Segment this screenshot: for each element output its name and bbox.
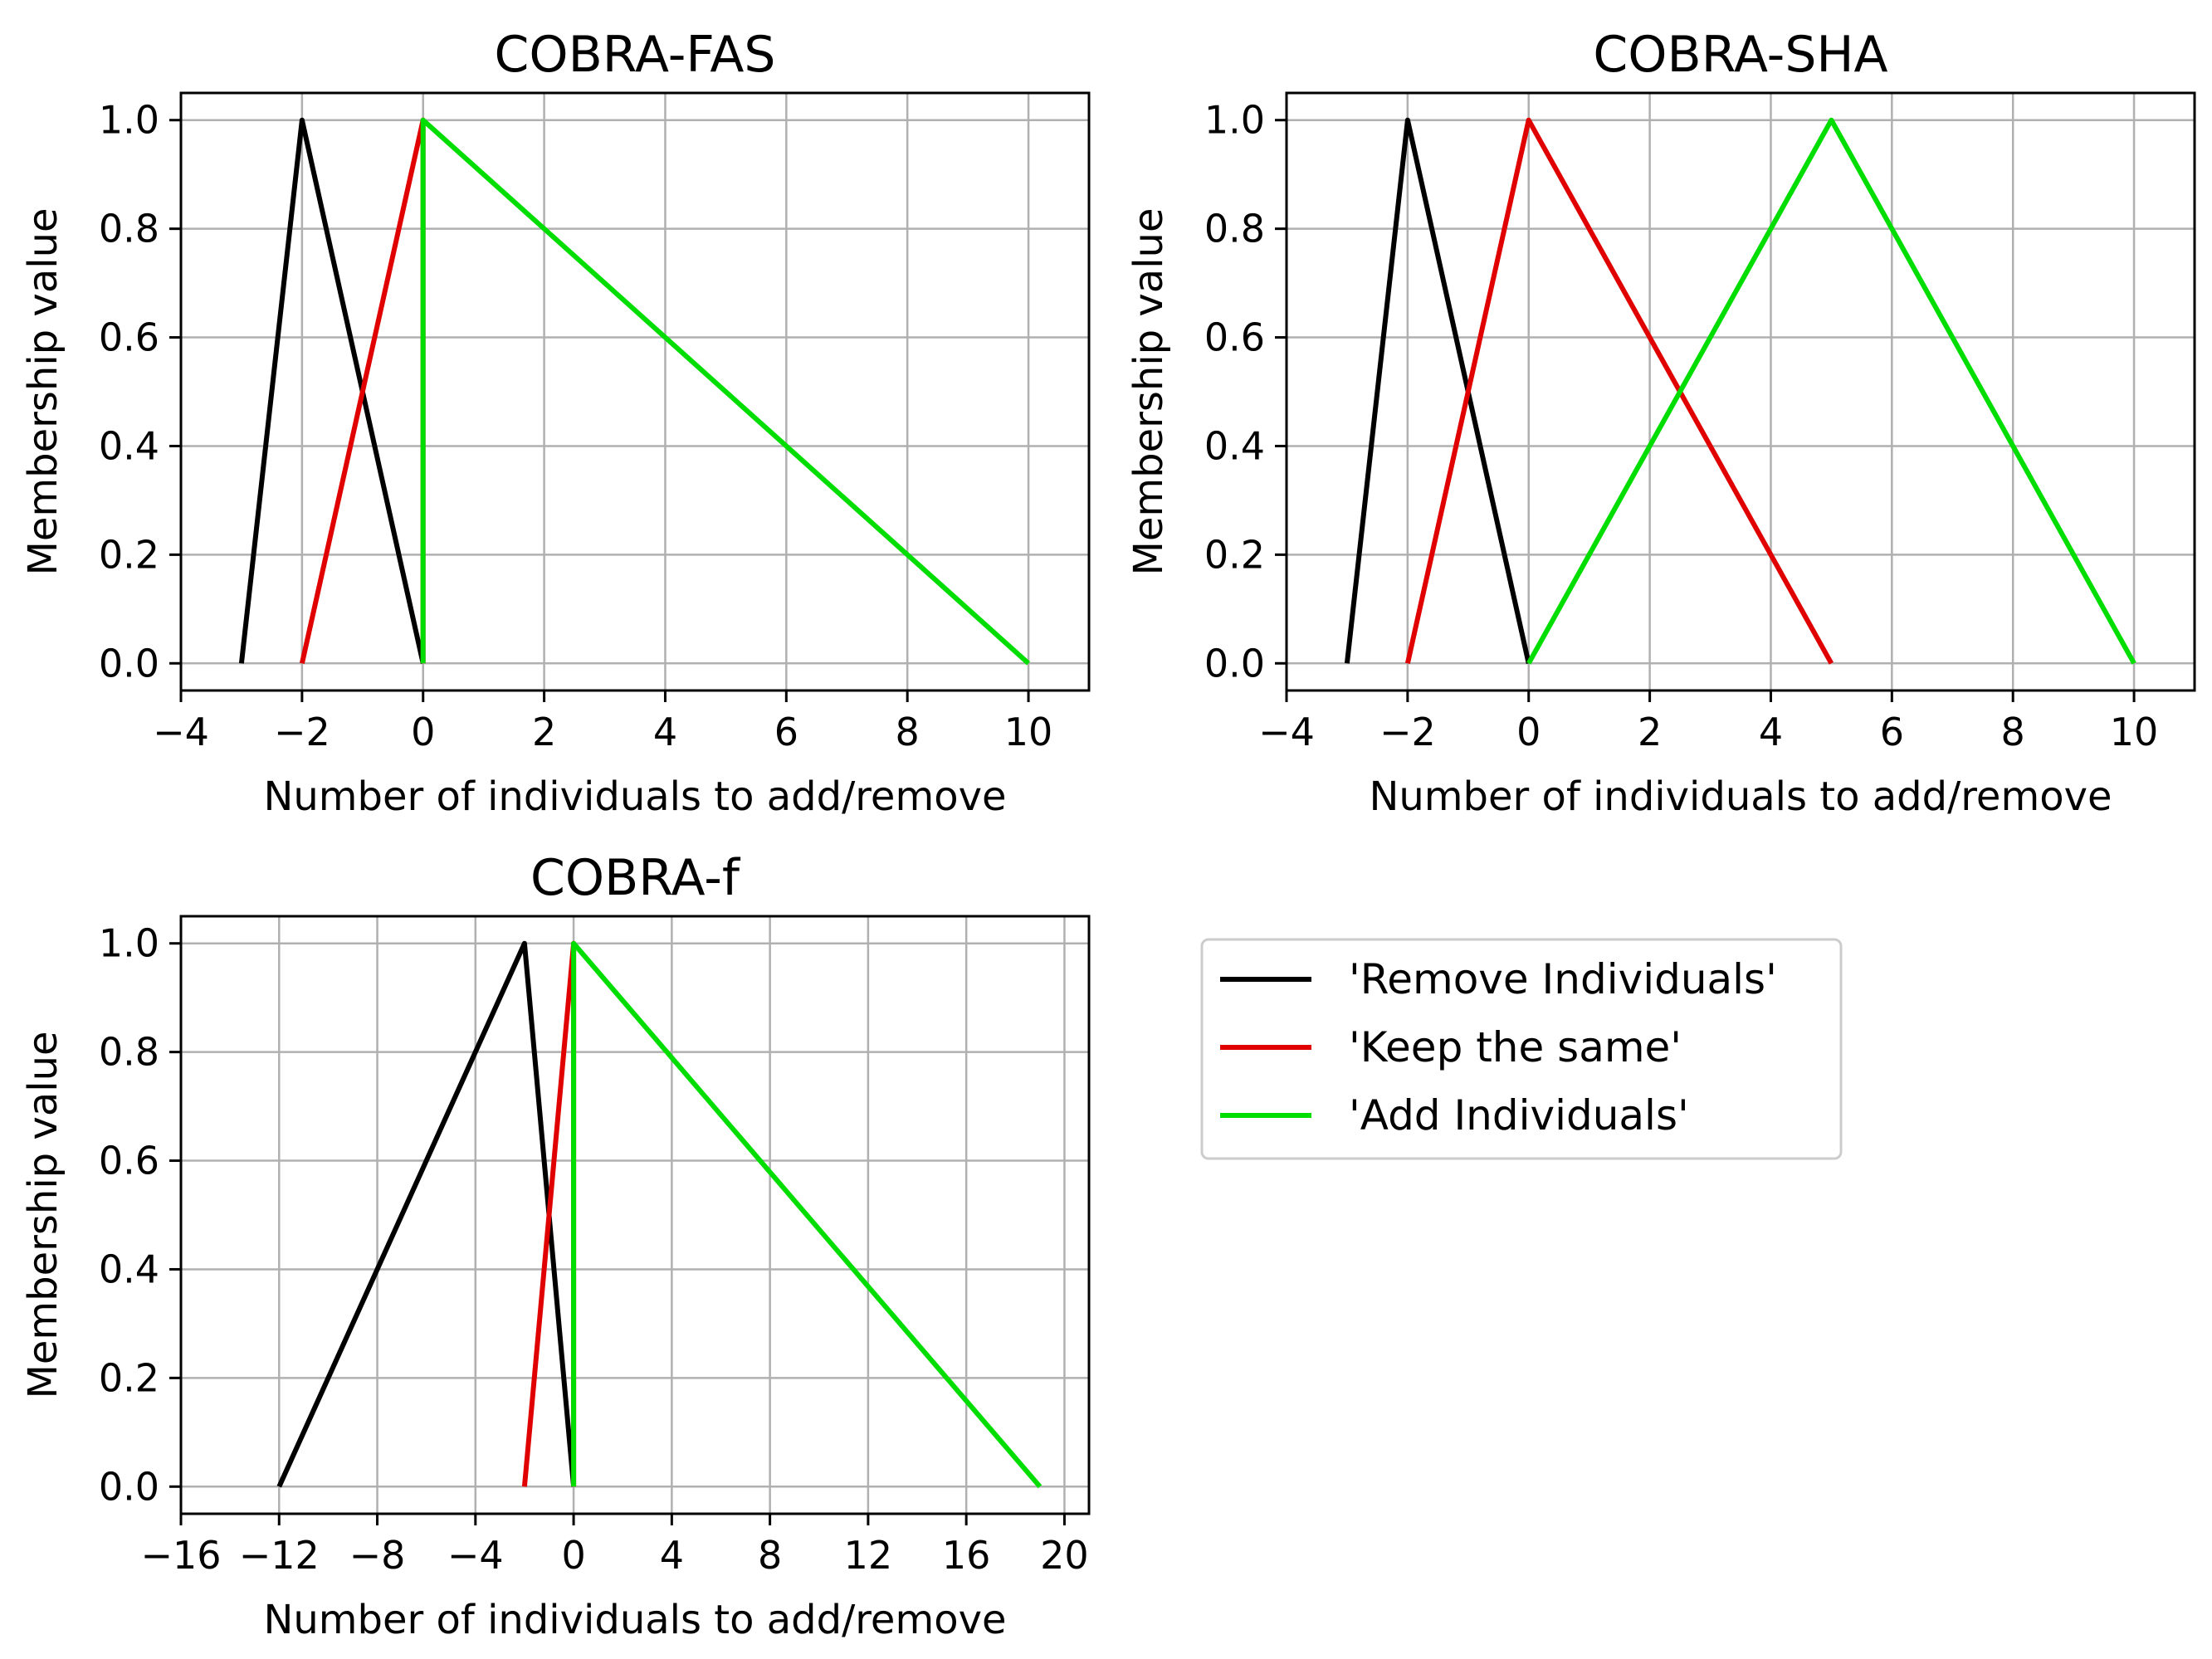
cobra-f-ylabel: Membership value (20, 1031, 66, 1398)
legend-entry-remove: 'Remove Individuals' (1220, 955, 1777, 1003)
cobra-sha-ytick-label: 0.2 (1204, 532, 1265, 577)
cobra-f-ytick-label: 0.4 (99, 1247, 159, 1291)
cobra-fas-xtick-label: 2 (532, 710, 556, 754)
cobra-fas-series-add (420, 117, 1031, 666)
cobra-f-series-remove (276, 940, 577, 1488)
cobra-sha-ytick-label: 0.8 (1204, 207, 1265, 251)
cobra-f-xtick-label: 0 (561, 1533, 585, 1578)
cobra-sha-xtick-label: 4 (1759, 710, 1783, 754)
cobra-fas-ytick-label: 0.6 (99, 315, 159, 360)
cobra-f-xtick-label: 8 (758, 1533, 782, 1578)
cobra-sha-ytick-label: 0.4 (1204, 423, 1265, 468)
cobra-sha-title: COBRA-SHA (1593, 26, 1887, 84)
legend: 'Remove Individuals' 'Keep the same' 'Ad… (1200, 938, 1843, 1160)
cobra-sha-series-remove (1344, 117, 1531, 664)
cobra-f-title: COBRA-f (530, 849, 741, 907)
cobra-f-xtick-label: −8 (349, 1533, 406, 1578)
cobra-fas-ylabel: Membership value (20, 207, 66, 575)
cobra-f-ytick-label: 0.0 (99, 1464, 159, 1509)
cobra-sha-xtick-label: 10 (2110, 710, 2159, 754)
legend-frame (1200, 938, 1843, 1160)
cobra-fas-ytick-label: 0.0 (99, 641, 159, 686)
cobra-f-ytick-label: 0.2 (99, 1355, 159, 1400)
cobra-fas-ytick-label: 0.4 (99, 423, 159, 468)
cobra-f-xtick-label: −16 (140, 1533, 221, 1578)
cobra-f-xlabel: Number of individuals to add/remove (263, 1597, 1006, 1643)
legend-label-remove: 'Remove Individuals' (1349, 955, 1777, 1003)
cobra-fas-xtick-label: −4 (153, 710, 209, 754)
cobra-fas-ytick-label: 1.0 (99, 98, 159, 143)
cobra-fas-xtick-label: 6 (774, 710, 798, 754)
cobra-f-xtick-label: 4 (660, 1533, 684, 1578)
cobra-fas-series-remove (238, 117, 426, 664)
cobra-fas-ytick-label: 0.2 (99, 532, 159, 577)
cobra-sha-xtick-label: 8 (2001, 710, 2025, 754)
chart-cobra-sha: −4 −2 0 2 4 6 8 10 0.0 0.2 0.4 0.6 0.8 1.0 COBRA-SHA Nu… (1126, 26, 2196, 820)
cobra-sha-ytick-label: 0.6 (1204, 315, 1265, 360)
cobra-sha-xlabel: Number of individuals to add/remove (1369, 773, 2112, 820)
cobra-fas-xlabel: Number of individuals to add/remove (263, 773, 1006, 820)
cobra-fas-ytick-label: 0.8 (99, 207, 159, 251)
chart-cobra-f: −16 −12 −8 −4 0 4 8 12 16 20 0.0 0.2 0.4 0.6 0.8 1.0 COB… (20, 849, 1091, 1643)
cobra-sha-xtick-label: −4 (1258, 710, 1315, 754)
cobra-fas-xtick-label: 8 (896, 710, 920, 754)
chart-cobra-fas: −4 −2 0 2 4 6 8 10 0.0 0.2 0.4 0.6 0.8 1.0 COBRA-FAS Nu… (20, 26, 1091, 820)
cobra-f-xtick-label: 20 (1040, 1533, 1089, 1578)
cobra-fas-xtick-label: 4 (653, 710, 677, 754)
cobra-f-xtick-label: 12 (844, 1533, 893, 1578)
cobra-sha-series-add (1526, 117, 2136, 665)
legend-label-keep: 'Keep the same' (1349, 1023, 1682, 1071)
cobra-fas-axes-frame (179, 91, 1091, 692)
legend-label-add: 'Add Individuals' (1349, 1091, 1689, 1139)
legend-entry-add: 'Add Individuals' (1220, 1091, 1689, 1139)
cobra-sha-xtick-label: 6 (1880, 710, 1904, 754)
cobra-fas-xtick-label: 10 (1004, 710, 1053, 754)
cobra-sha-ylabel: Membership value (1126, 207, 1172, 575)
cobra-f-xtick-label: −4 (447, 1533, 504, 1578)
cobra-f-ytick-label: 0.6 (99, 1139, 159, 1183)
cobra-f-series-add (571, 940, 1043, 1489)
cobra-fas-xtick-label: −2 (274, 710, 330, 754)
cobra-sha-xtick-label: 0 (1516, 710, 1541, 754)
cobra-sha-axes-frame (1285, 91, 2196, 692)
cobra-fas-xtick-label: 0 (411, 710, 435, 754)
cobra-sha-ytick-label: 1.0 (1204, 98, 1265, 143)
cobra-sha-ytick-label: 0.0 (1204, 641, 1265, 686)
cobra-f-xtick-label: −12 (239, 1533, 320, 1578)
cobra-sha-xtick-label: 2 (1638, 710, 1662, 754)
cobra-sha-xtick-label: −2 (1379, 710, 1436, 754)
legend-entry-keep: 'Keep the same' (1220, 1023, 1682, 1071)
cobra-f-xtick-label: 16 (942, 1533, 991, 1578)
cobra-fas-title: COBRA-FAS (494, 26, 775, 84)
cobra-f-ytick-label: 0.8 (99, 1030, 159, 1075)
cobra-f-axes-frame (179, 915, 1091, 1515)
cobra-f-ytick-label: 1.0 (99, 921, 159, 966)
cobra-sha-series-keep (1404, 117, 1834, 665)
